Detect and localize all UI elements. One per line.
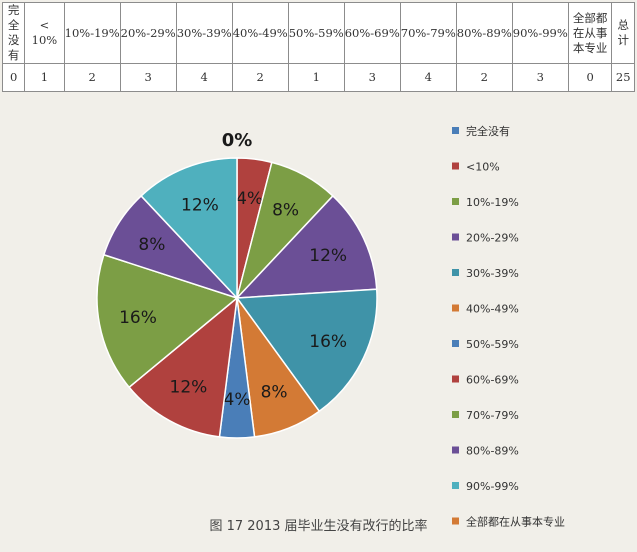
data-label: 12% <box>309 246 347 266</box>
legend-label: 30%-39% <box>466 267 519 280</box>
header-cell: 80%-89% <box>455 2 513 64</box>
data-label: 8% <box>261 383 288 403</box>
pie-slice <box>235 288 378 413</box>
legend-swatch <box>452 127 459 134</box>
value-cell: 2 <box>455 63 513 92</box>
legend-swatch <box>452 340 459 347</box>
value-cell: 4 <box>399 63 457 92</box>
table-value-row: 0 1 2 3 4 2 1 3 4 2 3 0 25 <box>1 63 635 92</box>
header-cell: 完全没有 <box>1 2 26 64</box>
legend-label: 90%-99% <box>466 480 519 493</box>
header-cell: 40%-49% <box>231 2 289 64</box>
legend-swatch <box>452 517 459 525</box>
header-cell: 30%-39% <box>175 2 233 64</box>
legend-swatch <box>452 482 459 489</box>
data-table: 完全没有 < 10% 10%-19% 20%-29% 30%-39% 40%-4… <box>1 2 635 92</box>
legend-swatch <box>452 411 459 418</box>
header-cell: 20%-29% <box>119 2 177 64</box>
pie-slice <box>96 253 239 389</box>
data-label: 4% <box>236 189 263 209</box>
value-cell: 1 <box>24 63 65 92</box>
data-label: 4% <box>224 390 251 410</box>
data-label: 12% <box>170 377 208 397</box>
legend-swatch <box>452 304 459 312</box>
legend-label: 80%-89% <box>466 445 519 458</box>
value-cell: 3 <box>343 63 401 92</box>
legend-label: 70%-79% <box>466 409 519 422</box>
legend-label: 20%-29% <box>466 232 519 245</box>
value-cell: 2 <box>231 63 289 92</box>
pie-slice <box>128 296 238 438</box>
header-cell: 60%-69% <box>343 2 401 64</box>
legend-swatch <box>452 269 459 276</box>
value-cell: 2 <box>63 63 121 92</box>
data-label: 16% <box>309 332 347 352</box>
legend-label: 50%-59% <box>466 338 519 351</box>
legend-swatch <box>452 162 459 170</box>
legend-swatch <box>452 233 459 241</box>
legend-swatch <box>452 375 459 383</box>
data-label: 8% <box>272 201 299 221</box>
legend-swatch <box>452 446 459 454</box>
data-label: 12% <box>181 195 219 215</box>
data-table-container: 完全没有 < 10% 10%-19% 20%-29% 30%-39% 40%-4… <box>1 2 635 92</box>
value-cell: 0 <box>567 63 613 92</box>
data-label: 16% <box>119 308 157 328</box>
legend-label: 40%-49% <box>466 303 519 316</box>
legend-label: 全部都在从事本专业 <box>466 515 565 529</box>
header-cell: 10%-19% <box>63 2 121 64</box>
data-label: 8% <box>138 235 165 255</box>
header-cell: 90%-99% <box>511 2 569 64</box>
value-cell: 3 <box>511 63 569 92</box>
value-cell: 3 <box>119 63 177 92</box>
pie-slice <box>140 157 238 300</box>
header-cell: 70%-79% <box>399 2 457 64</box>
legend-label: <10% <box>466 161 500 174</box>
header-cell: 总计 <box>611 2 635 64</box>
header-cell: 全部都在从事本专业 <box>567 2 613 64</box>
value-cell: 25 <box>611 63 635 92</box>
pie-chart-area: 0% 4% 8% 12% 16% 8% 4% 12% 16% 8% 12% 完全没有 <10% 10%-1… <box>0 84 637 552</box>
header-cell: 50%-59% <box>287 2 345 64</box>
header-cell: < 10% <box>24 2 65 64</box>
value-cell: 1 <box>287 63 345 92</box>
pie-chart: 0% 4% 8% 12% 16% 8% 4% 12% 16% 8% 12% 完全没有 <10% 10%-1… <box>96 124 565 529</box>
legend-swatch <box>452 198 459 205</box>
legend-label: 10%-19% <box>466 196 519 209</box>
data-label: 0% <box>222 130 253 151</box>
legend-label: 60%-69% <box>466 374 519 387</box>
legend-label: 完全没有 <box>466 124 510 138</box>
pie-slice <box>235 194 378 299</box>
table-header-row: 完全没有 < 10% 10%-19% 20%-29% 30%-39% 40%-4… <box>1 2 635 64</box>
figure-caption: 图 17 2013 届毕业生没有改行的比率 <box>209 519 428 534</box>
value-cell: 4 <box>175 63 233 92</box>
